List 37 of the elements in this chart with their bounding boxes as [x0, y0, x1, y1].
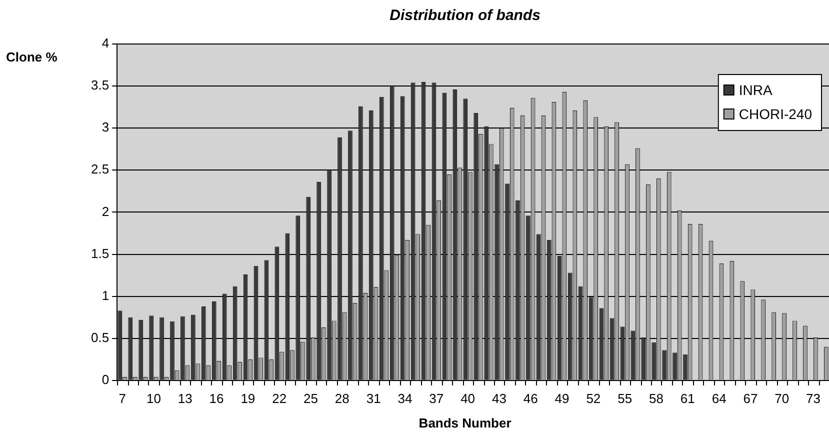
x-tick-label: 43	[492, 390, 506, 406]
x-tick-label: 25	[304, 390, 318, 406]
x-tick-label: 19	[240, 390, 256, 406]
x-tick-label: 28	[334, 390, 350, 406]
chart-title: Distribution of bands	[390, 7, 540, 24]
x-tick-label: 16	[209, 390, 224, 406]
x-tick-label: 70	[774, 390, 790, 406]
x-tick-label: 73	[806, 390, 821, 406]
y-tick-label: 1	[102, 288, 110, 303]
x-tick-label: 67	[743, 390, 758, 406]
y-tick-label: 4	[102, 36, 110, 51]
legend-label: CHORI-240	[738, 106, 812, 122]
x-tick-label: 22	[272, 390, 287, 406]
y-tick-label: 0	[102, 372, 110, 387]
x-tick-label: 34	[398, 390, 412, 406]
y-tick-label: 3.5	[90, 78, 110, 93]
x-tick-label: 49	[554, 390, 570, 406]
x-tick-label: 52	[586, 390, 601, 406]
y-tick-label: 1.5	[90, 246, 110, 261]
legend-label: INRA	[738, 82, 773, 98]
y-tick-label: 2.5	[90, 162, 110, 177]
x-tick-label: 10	[146, 390, 161, 406]
x-tick-label: 40	[460, 390, 476, 406]
y-axis-title: Clone %	[6, 50, 58, 65]
x-tick-label: 13	[178, 390, 192, 406]
x-tick-label: 64	[712, 390, 726, 406]
x-tick-label: 61	[680, 390, 695, 406]
x-tick-label: 7	[118, 390, 126, 406]
y-tick-label: 2	[102, 204, 110, 219]
y-tick-label: 0.5	[90, 330, 110, 345]
x-tick-label: 46	[523, 390, 538, 406]
x-tick-label: 55	[618, 390, 632, 406]
x-tick-label: 31	[366, 390, 381, 406]
x-tick-label: 58	[649, 390, 664, 406]
y-tick-label: 3	[102, 120, 110, 135]
x-axis-title: Bands Number	[418, 416, 512, 431]
x-tick-label: 37	[429, 390, 444, 406]
